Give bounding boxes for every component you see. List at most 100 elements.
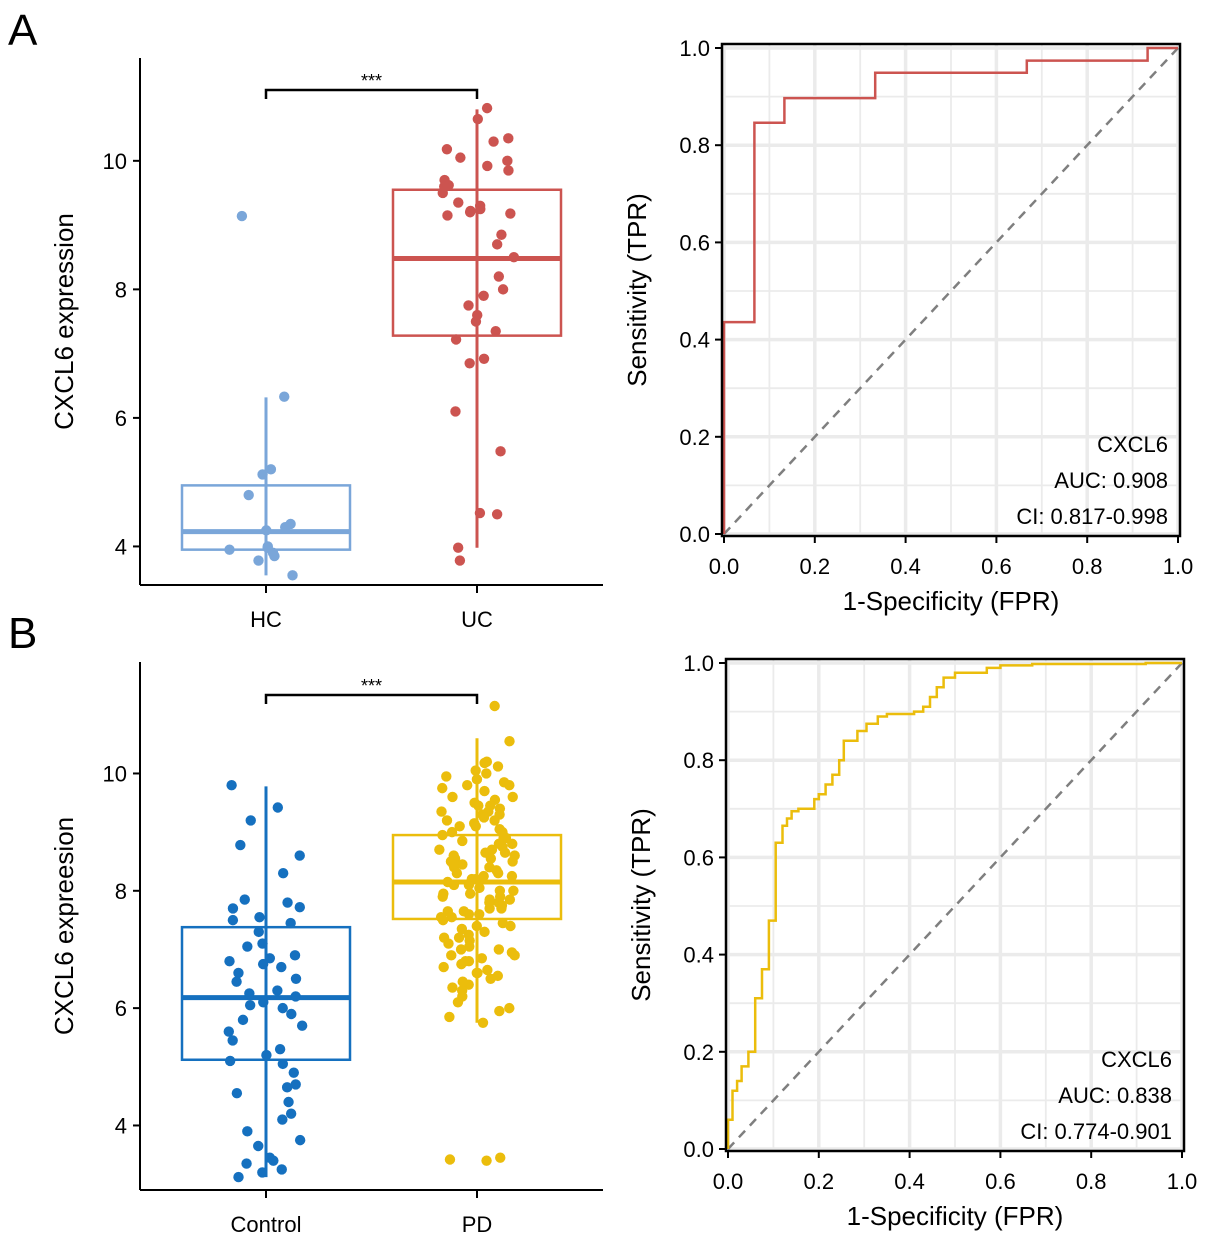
x-tick-label: 0.4 xyxy=(890,554,921,579)
data-point-uc xyxy=(508,252,520,263)
data-point-uc xyxy=(450,406,461,417)
data-point-uc xyxy=(503,165,514,176)
data-point-pd xyxy=(437,891,448,902)
roc-panel-a: 0.0 0.0 0.2 0.2 0.4 0.4 0.6 0.6 0.8 0.8 1.0 1.0 1-Sp… xyxy=(622,36,1193,616)
data-point-pd xyxy=(442,906,453,917)
y-axis-label: CXCL6 expression xyxy=(49,213,79,430)
x-tick-label: 0.6 xyxy=(981,554,1012,579)
data-point-pd xyxy=(484,897,495,908)
data-point-control xyxy=(226,780,237,791)
data-point-hc xyxy=(279,391,290,402)
data-point-pd xyxy=(437,782,448,794)
data-point-control xyxy=(294,1134,306,1146)
boxplot-panel-a: 4 6 8 10 CXCL6 expression HC UC *** xyxy=(49,58,603,632)
y-tick-label: 8 xyxy=(115,879,127,904)
data-point-pd xyxy=(474,882,485,894)
data-point-control xyxy=(233,967,244,979)
data-point-control xyxy=(290,1079,301,1090)
data-point-pd xyxy=(447,982,458,993)
data-point-control xyxy=(231,976,242,987)
significance-label: *** xyxy=(361,71,382,91)
data-point-pd xyxy=(504,780,515,791)
data-point-pd xyxy=(435,912,447,923)
data-point-pd xyxy=(457,859,468,870)
data-point-uc xyxy=(502,155,513,167)
data-point-pd xyxy=(479,785,490,797)
y-tick-label: 0.8 xyxy=(683,748,714,773)
x-tick-label: 0.6 xyxy=(985,1169,1016,1194)
data-point-pd xyxy=(492,868,504,879)
x-tick-label: UC xyxy=(461,607,493,632)
data-point-control xyxy=(242,1126,253,1137)
data-point-pd xyxy=(479,757,490,769)
y-axis-label: Sensitivity (TPR) xyxy=(622,193,652,387)
data-point-control xyxy=(245,815,256,826)
data-point-uc xyxy=(450,334,462,345)
data-point-control xyxy=(286,1008,297,1020)
data-point-pd xyxy=(500,832,512,844)
roc-curve xyxy=(722,46,1178,534)
data-point-pd xyxy=(496,903,507,914)
annotation-gene: CXCL6 xyxy=(1097,432,1168,457)
data-point-control xyxy=(253,926,264,938)
data-point-control xyxy=(282,897,293,908)
data-point-control xyxy=(253,1140,264,1152)
data-point-uc xyxy=(463,300,474,311)
data-point-control xyxy=(277,868,289,879)
data-point-pd xyxy=(444,1154,456,1165)
x-axis-label: 1-Specificity (FPR) xyxy=(847,1201,1064,1231)
x-tick-label: 0.0 xyxy=(713,1169,744,1194)
data-point-control xyxy=(257,958,269,970)
data-point-pd xyxy=(470,873,481,885)
data-point-pd xyxy=(434,844,445,855)
data-point-uc xyxy=(505,208,516,219)
x-tick-label: 0.2 xyxy=(804,1169,835,1194)
data-point-control xyxy=(296,1020,308,1031)
data-point-pd xyxy=(506,870,518,882)
data-point-pd xyxy=(437,829,448,841)
data-point-control xyxy=(227,914,239,926)
data-point-control xyxy=(277,1114,288,1125)
data-point-control xyxy=(290,973,302,984)
annotation-gene: CXCL6 xyxy=(1101,1047,1172,1072)
y-tick-label: 0.4 xyxy=(679,328,710,353)
data-point-pd xyxy=(485,853,497,864)
data-point-pd xyxy=(473,800,484,811)
data-point-control xyxy=(289,950,301,961)
data-point-control xyxy=(244,988,255,999)
data-point-control xyxy=(261,1049,272,1061)
roc-panel-b: 0.0 0.0 0.2 0.2 0.4 0.4 0.6 0.6 0.8 0.8 1.0 1.0 1-Sp… xyxy=(626,651,1197,1231)
data-point-pd xyxy=(508,885,519,896)
data-point-pd xyxy=(446,950,457,961)
x-tick-label: PD xyxy=(462,1212,493,1237)
data-point-uc xyxy=(437,187,448,199)
x-tick-label: 0.8 xyxy=(1072,554,1103,579)
data-point-control xyxy=(241,1158,252,1169)
data-point-control xyxy=(257,1167,268,1178)
data-point-pd xyxy=(447,791,458,803)
data-point-pd xyxy=(438,961,449,973)
data-point-pd xyxy=(453,932,465,943)
data-point-pd xyxy=(441,771,452,782)
data-point-hc xyxy=(224,544,235,555)
data-point-pd xyxy=(448,879,460,891)
data-point-pd xyxy=(472,967,483,979)
data-point-control xyxy=(283,1096,294,1108)
data-point-pd xyxy=(504,894,516,905)
data-point-control xyxy=(237,1014,249,1026)
data-point-control xyxy=(272,985,283,996)
data-point-uc xyxy=(495,446,506,457)
annotation-ci: CI: 0.817-0.998 xyxy=(1016,504,1168,529)
data-point-hc xyxy=(253,555,264,566)
data-point-control xyxy=(227,1035,238,1046)
data-point-hc xyxy=(269,550,280,562)
data-point-pd xyxy=(477,1017,489,1028)
x-tick-label: 1.0 xyxy=(1167,1169,1198,1194)
data-point-control xyxy=(224,1055,236,1067)
y-tick-label: 0.2 xyxy=(679,425,710,450)
y-tick-label: 10 xyxy=(103,149,127,174)
data-point-pd xyxy=(489,815,500,826)
data-point-hc xyxy=(243,489,254,501)
data-point-pd xyxy=(493,944,505,955)
y-tick-label: 1.0 xyxy=(679,36,710,61)
